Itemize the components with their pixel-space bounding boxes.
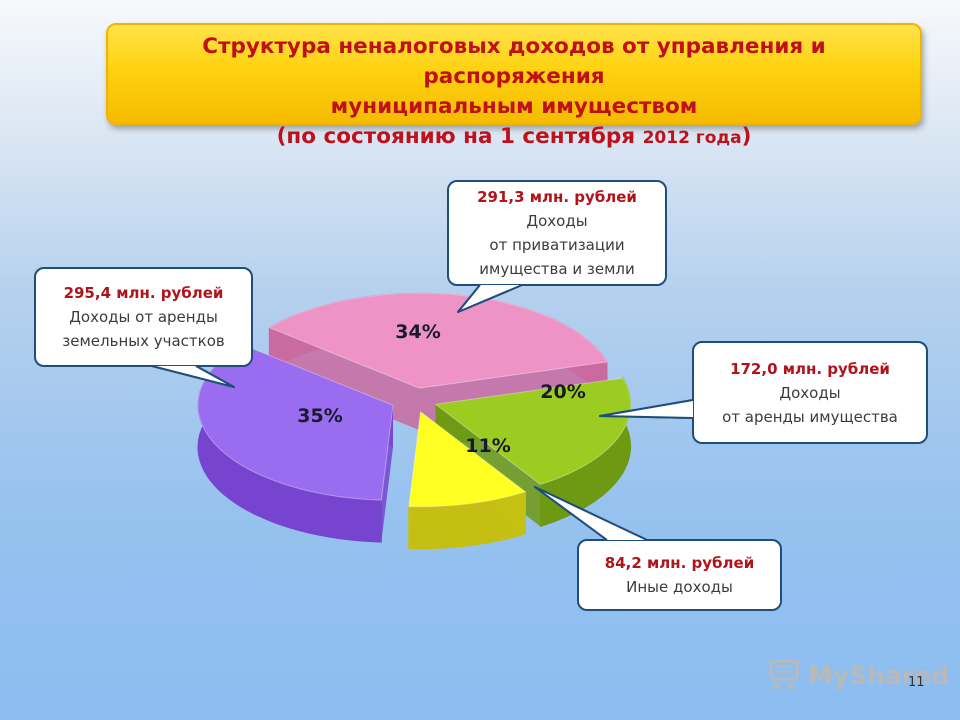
chart-title-line2: муниципальным имуществом	[330, 94, 698, 119]
callout-amount: 295,4 млн. рублей	[63, 284, 224, 302]
pie-slice-other	[408, 410, 527, 550]
callout-description: Иные доходы	[626, 578, 733, 596]
percent-labels: 34% 20% 11% 35%	[297, 321, 585, 457]
percent-label-land-rent: 35%	[297, 405, 342, 427]
callout-land-rent	[34, 267, 253, 388]
callout-description: Доходы	[779, 383, 841, 402]
callout-description: Доходы от аренды	[69, 308, 218, 326]
watermark-logo: MyShared	[768, 656, 949, 694]
percent-label-privatization: 34%	[395, 321, 440, 343]
callout-text-property-rent: 172,0 млн. рублей Доходы от аренды имущест…	[693, 357, 927, 429]
callout-description: Доходы	[526, 212, 588, 230]
callout-bubbles	[34, 180, 928, 611]
percent-label-property-rent: 20%	[540, 381, 585, 403]
callout-amount: 84,2 млн. рублей	[604, 554, 755, 572]
pie-slice-land-rent	[197, 343, 394, 543]
pie-slices	[197, 292, 632, 550]
callout-description: земельных участков	[62, 332, 225, 350]
callout-text-other: 84,2 млн. рублей Иные доходы	[578, 551, 781, 599]
callout-description: от аренды имущества	[722, 407, 898, 426]
callout-privatization	[447, 180, 667, 313]
cart-icon	[769, 659, 799, 689]
callout-property-rent	[599, 341, 928, 444]
chart-title-line3: (по состоянию на 1 сентября 2012 года)	[276, 124, 752, 149]
chart-title-line1: Структура неналоговых доходов от управле…	[202, 34, 826, 89]
page-number: 11	[908, 675, 925, 690]
title-banner: Структура неналоговых доходов от управле…	[106, 23, 922, 149]
callout-description: имущества и земли	[479, 260, 635, 278]
callout-text-privatization: 291,3 млн. рублей Доходы от приватизации им…	[448, 185, 666, 281]
callout-text-land-rent: 295,4 млн. рублей Доходы от аренды земельн…	[35, 281, 252, 353]
percent-label-other: 11%	[465, 435, 510, 457]
callout-amount: 172,0 млн. рублей	[730, 359, 890, 378]
callout-other	[534, 486, 782, 611]
callout-description: от приватизации	[489, 236, 625, 254]
callout-amount: 291,3 млн. рублей	[477, 188, 637, 206]
watermark-text: MyShared	[808, 660, 950, 690]
